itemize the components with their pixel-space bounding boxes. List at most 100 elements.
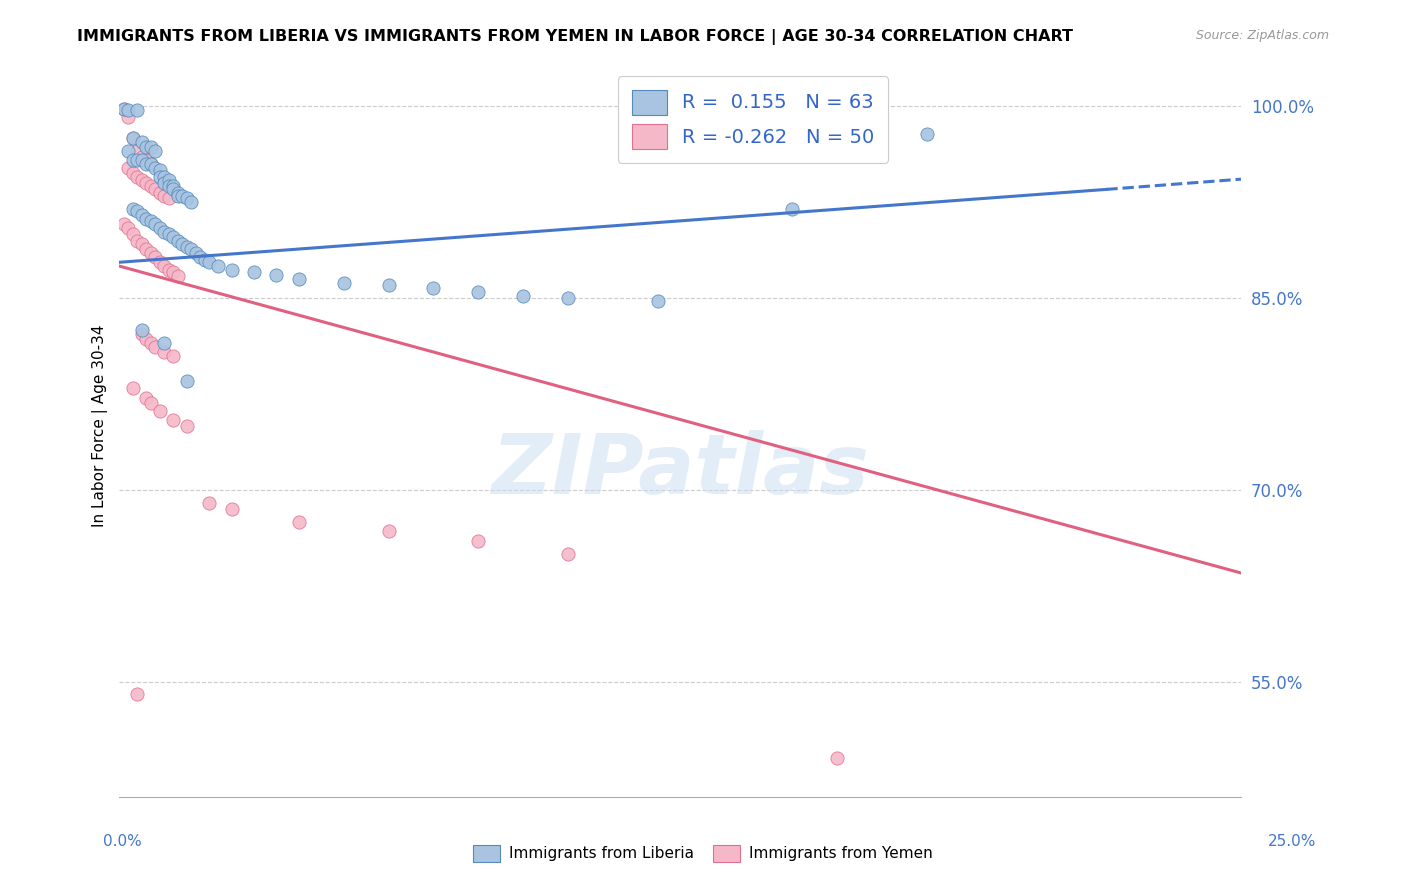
Legend: R =  0.155   N = 63, R = -0.262   N = 50: R = 0.155 N = 63, R = -0.262 N = 50 [619,76,889,163]
Point [122,166,145,180]
Point [139,157,162,171]
Point [915,128,938,142]
Point [139,246,162,260]
Point [131,237,153,252]
Point [157,178,180,193]
Point [135,211,157,226]
Text: 25.0%: 25.0% [1268,834,1316,849]
Point [176,240,198,254]
Point [157,173,180,187]
Point [162,182,184,196]
Point [153,176,176,190]
Point [112,102,135,116]
Point [288,515,311,529]
Point [166,186,188,201]
Point [131,135,153,149]
Point [117,161,139,175]
Point [135,140,157,154]
Point [127,169,149,184]
Point [162,178,184,193]
Point [153,225,176,239]
Point [647,293,669,308]
Point [157,227,180,241]
Point [127,204,149,219]
Point [143,182,166,196]
Point [122,131,145,145]
Point [180,243,202,257]
Point [149,186,172,201]
Point [377,278,399,293]
Point [131,173,153,187]
Point [166,269,188,284]
Point [149,163,172,178]
Point [221,263,243,277]
Point [135,153,157,167]
Point [135,157,157,171]
Point [139,396,162,410]
Point [157,191,180,205]
Point [467,534,489,549]
Point [139,178,162,193]
Point [184,246,207,260]
Point [117,110,139,124]
Point [172,237,194,252]
Point [782,202,804,216]
Point [153,335,176,350]
Point [127,153,149,167]
Point [127,103,149,117]
Point [135,391,157,405]
Point [143,250,166,264]
Point [112,217,135,231]
Point [139,335,162,350]
Point [122,202,145,216]
Text: Source: ZipAtlas.com: Source: ZipAtlas.com [1195,29,1329,42]
Point [153,169,176,184]
Point [135,243,157,257]
Point [135,332,157,346]
Point [243,265,266,279]
Point [122,131,145,145]
Point [557,547,579,561]
Point [207,259,229,273]
Point [162,265,184,279]
Point [135,176,157,190]
Point [162,349,184,363]
Point [139,214,162,228]
Point [153,344,176,359]
Point [143,340,166,354]
Point [117,103,139,117]
Point [122,227,145,241]
Point [194,252,217,267]
Point [288,272,311,286]
Point [149,169,172,184]
Point [131,153,153,167]
Point [180,195,202,210]
Point [143,144,166,158]
Point [166,234,188,248]
Point [149,255,172,269]
Point [139,140,162,154]
Point [112,102,135,116]
Point [127,688,149,702]
Point [131,326,153,341]
Point [557,291,579,305]
Point [198,255,221,269]
Point [131,150,153,164]
Point [117,144,139,158]
Point [157,263,180,277]
Point [143,161,166,175]
Point [117,220,139,235]
Point [467,285,489,299]
Point [131,208,153,222]
Point [176,191,198,205]
Point [266,268,288,282]
Point [188,250,211,264]
Point [127,144,149,158]
Point [122,380,145,394]
Text: ZIPatlas: ZIPatlas [491,430,869,511]
Point [166,188,188,202]
Point [153,259,176,273]
Point [143,217,166,231]
Point [153,188,176,202]
Point [172,188,194,202]
